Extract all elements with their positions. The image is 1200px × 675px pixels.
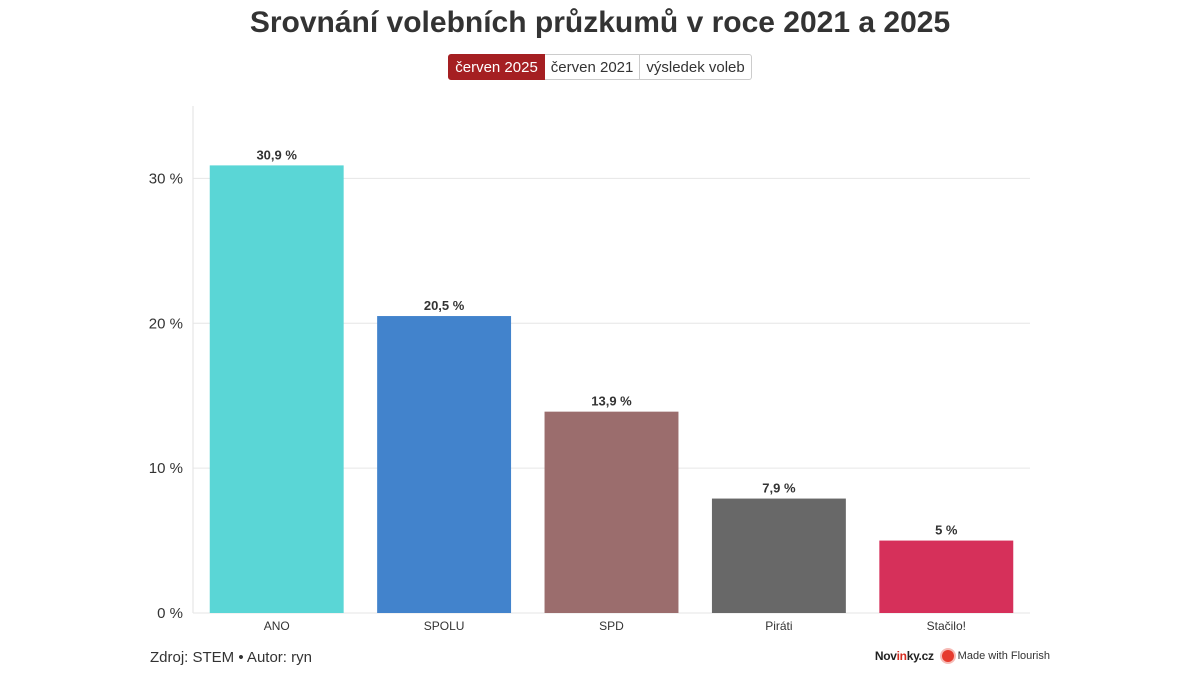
- bar-2[interactable]: [544, 411, 679, 613]
- y-tick-label: 0 %: [157, 605, 183, 622]
- data-label: 20,5 %: [424, 298, 465, 313]
- data-labels: 30,9 % 20,5 % 13,9 % 7,9 % 5 %: [256, 147, 957, 537]
- bar-0[interactable]: [209, 165, 344, 614]
- x-tick-label: SPOLU: [424, 619, 465, 633]
- tab-vysledek-voleb[interactable]: výsledek voleb: [640, 54, 752, 80]
- flourish-credit[interactable]: Made with Flourish: [941, 650, 1050, 662]
- bar-1[interactable]: [377, 316, 512, 613]
- brand-suffix: ky.cz: [906, 649, 934, 663]
- y-tick-label: 30 %: [149, 170, 183, 187]
- tab-cerven-2025[interactable]: červen 2025: [448, 54, 545, 80]
- bar-3[interactable]: [711, 498, 846, 613]
- y-tick-label: 10 %: [149, 460, 183, 477]
- bar-4[interactable]: [879, 540, 1014, 613]
- data-label: 5 %: [935, 523, 958, 538]
- data-label: 7,9 %: [762, 481, 796, 496]
- data-label: 13,9 %: [591, 394, 632, 409]
- brand-accent: in: [896, 649, 907, 663]
- source-note: Zdroj: STEM • Autor: ryn: [150, 649, 312, 666]
- x-tick-label: Stačilo!: [927, 619, 966, 633]
- bars: [209, 165, 1014, 614]
- footer-brand: Novinky.cz Made with Flourish: [875, 649, 1050, 663]
- x-tick-label: Piráti: [765, 619, 792, 633]
- flourish-label: Made with Flourish: [957, 650, 1050, 662]
- y-tick-label: 20 %: [149, 315, 183, 332]
- novinky-logo[interactable]: Novinky.cz: [875, 649, 934, 663]
- tab-cerven-2021[interactable]: červen 2021: [544, 54, 641, 80]
- y-axis-ticks: 0 % 10 % 20 % 30 %: [149, 170, 183, 622]
- flourish-icon: [941, 650, 954, 662]
- chart-title: Srovnání volebních průzkumů v roce 2021 …: [249, 6, 951, 39]
- x-axis-ticks: ANO SPOLU SPD Piráti Stačilo!: [264, 619, 966, 633]
- period-tabs: červen 2025 červen 2021 výsledek voleb: [0, 54, 1200, 80]
- x-tick-label: ANO: [264, 619, 290, 633]
- x-tick-label: SPD: [599, 619, 624, 633]
- brand-prefix: Nov: [874, 649, 897, 663]
- data-label: 30,9 %: [256, 147, 297, 162]
